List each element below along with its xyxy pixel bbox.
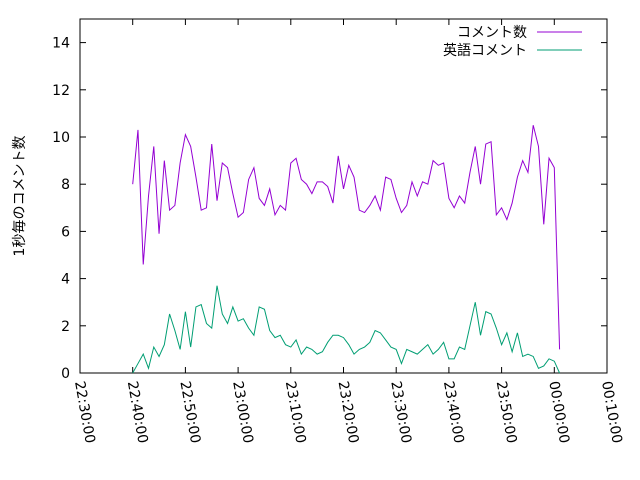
y-tick-label: 2 [61,319,70,335]
x-tick-label: 22:40:00 [124,380,151,445]
y-tick-label: 6 [61,224,70,240]
x-tick-label: 00:10:00 [598,380,625,445]
x-tick-label: 22:50:00 [176,380,203,445]
y-tick-label: 4 [61,272,70,288]
x-tick-label: 23:20:00 [335,380,362,445]
x-tick-label: 23:10:00 [282,380,309,445]
y-tick-label: 0 [61,366,70,382]
x-tick-label: 23:50:00 [493,380,520,445]
x-tick-label: 00:00:00 [545,380,572,445]
x-tick-label: 22:30:00 [71,380,98,445]
data-line [132,285,561,374]
x-tick-label: 23:00:00 [229,380,256,445]
legend-label: コメント数 [457,25,527,41]
y-tick-label: 10 [52,130,70,146]
y-tick-label: 14 [52,36,70,52]
x-tick-label: 23:30:00 [387,380,414,445]
legend-label: 英語コメント [443,42,527,59]
plot-frame [79,18,608,374]
y-tick-label: 8 [61,177,70,193]
y-tick-label: 12 [52,83,70,99]
data-line [132,125,561,350]
y-axis-label: 1秒毎のコメント数 [12,136,28,257]
x-tick-label: 23:40:00 [440,380,467,445]
